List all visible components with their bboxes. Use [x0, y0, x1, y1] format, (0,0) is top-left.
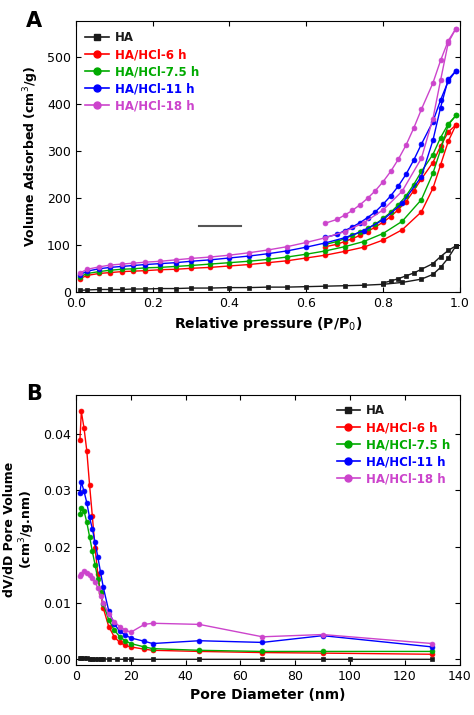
Text: A: A [26, 11, 42, 31]
Legend: HA, HA/HCl-6 h, HA/HCl-7.5 h, HA/HCl-11 h, HA/HCl-18 h: HA, HA/HCl-6 h, HA/HCl-7.5 h, HA/HCl-11 … [333, 400, 454, 489]
X-axis label: Relative pressure (P/P$_0$): Relative pressure (P/P$_0$) [174, 315, 362, 333]
Y-axis label: Volume Adsorbed (cm$^3$/g): Volume Adsorbed (cm$^3$/g) [22, 66, 41, 247]
Y-axis label: dV/dD Pore Volume
(cm$^3$/g.nm): dV/dD Pore Volume (cm$^3$/g.nm) [2, 462, 37, 598]
Text: B: B [26, 384, 42, 404]
X-axis label: Pore Diameter (nm): Pore Diameter (nm) [190, 689, 346, 702]
Legend: HA, HA/HCl-6 h, HA/HCl-7.5 h, HA/HCl-11 h, HA/HCl-18 h: HA, HA/HCl-6 h, HA/HCl-7.5 h, HA/HCl-11 … [82, 27, 202, 116]
